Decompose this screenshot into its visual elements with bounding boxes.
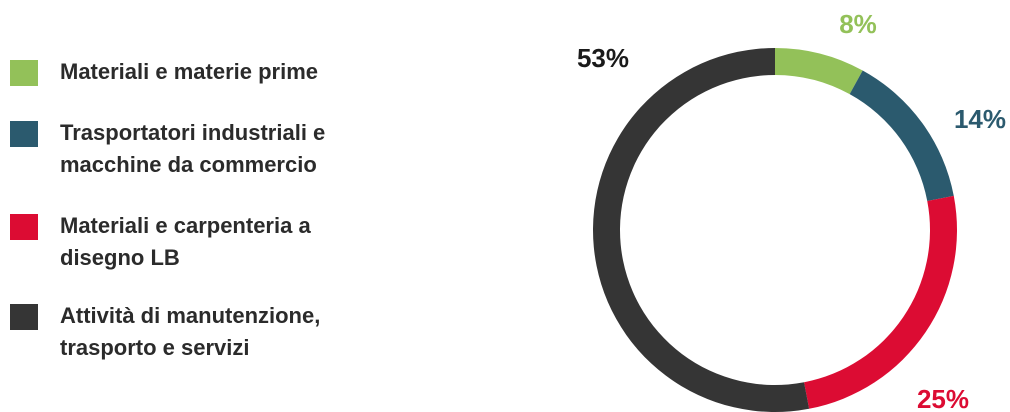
legend-label: Attività di manutenzione, trasporto e se… [60,303,321,360]
legend-swatch-teal [10,121,38,147]
legend-label: Materiali e carpenteria a disegno LB [60,213,311,270]
donut-slice-3 [804,195,957,409]
chart-legend: Materiali e materie prime Trasportatori … [0,0,420,412]
legend-item-materiali-materie-prime: Materiali e materie prime [10,56,318,88]
legend-item-manutenzione: Attività di manutenzione, trasporto e se… [10,300,320,364]
donut-slice-1 [775,48,863,95]
legend-swatch-red [10,214,38,240]
legend-label: Trasportatori industriali e macchine da … [60,120,326,177]
donut-slice-4 [593,48,810,412]
slice-value-label-1: 8% [839,9,877,39]
legend-item-trasportatori: Trasportatori industriali e macchine da … [10,117,325,181]
slice-value-label-2: 14% [954,104,1006,134]
slice-value-label-3: 25% [917,384,969,412]
legend-swatch-green [10,60,38,86]
legend-item-carpenteria: Materiali e carpenteria a disegno LB [10,210,311,274]
legend-label: Materiali e materie prime [60,59,319,84]
donut-slice-2 [849,70,954,201]
slice-value-label-4: 53% [577,43,629,73]
legend-swatch-dark [10,304,38,330]
